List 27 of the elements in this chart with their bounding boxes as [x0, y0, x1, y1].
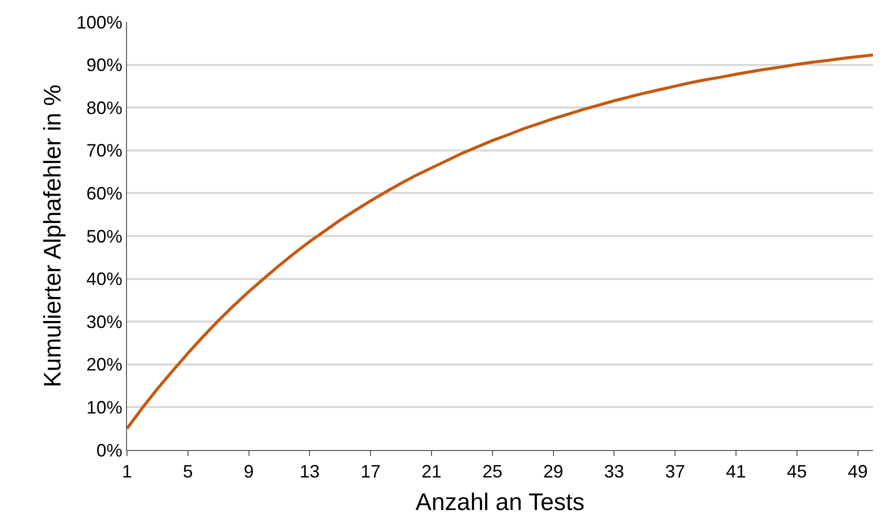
- y-tick-label: 70%: [86, 140, 122, 161]
- x-tick-label: 45: [786, 462, 807, 482]
- x-tick-label: 25: [482, 462, 502, 482]
- x-tick-label: 33: [604, 462, 624, 482]
- x-tick-label: 5: [182, 462, 193, 482]
- y-tick-label: 10%: [86, 398, 122, 418]
- x-tick-label: 13: [300, 462, 320, 482]
- y-tick-label: 40%: [86, 269, 122, 290]
- x-tick-label: 1: [122, 462, 132, 482]
- x-tick-label: 37: [665, 462, 686, 482]
- line-series: [127, 53, 873, 430]
- y-tick-label: 60%: [86, 184, 122, 204]
- y-tick-label: 80%: [86, 98, 122, 118]
- x-tick-label: 17: [360, 462, 381, 482]
- y-tick-label: 90%: [86, 55, 122, 76]
- y-tick-label: 100%: [76, 12, 122, 32]
- x-tick-label: 49: [848, 462, 868, 482]
- x-axis-title: Anzahl an Tests: [416, 488, 584, 516]
- y-tick-label: 30%: [86, 312, 122, 332]
- x-tick-label: 21: [421, 462, 442, 482]
- y-axis-title: Kumulierter Alphafehler in %: [39, 84, 66, 388]
- x-tick-label: 29: [543, 462, 564, 482]
- y-tick-label: 50%: [86, 226, 122, 246]
- y-tick-label: 0%: [96, 440, 122, 460]
- y-tick-label: 20%: [86, 354, 122, 375]
- x-tick-label: 9: [244, 462, 254, 482]
- x-tick-label: 41: [726, 462, 746, 482]
